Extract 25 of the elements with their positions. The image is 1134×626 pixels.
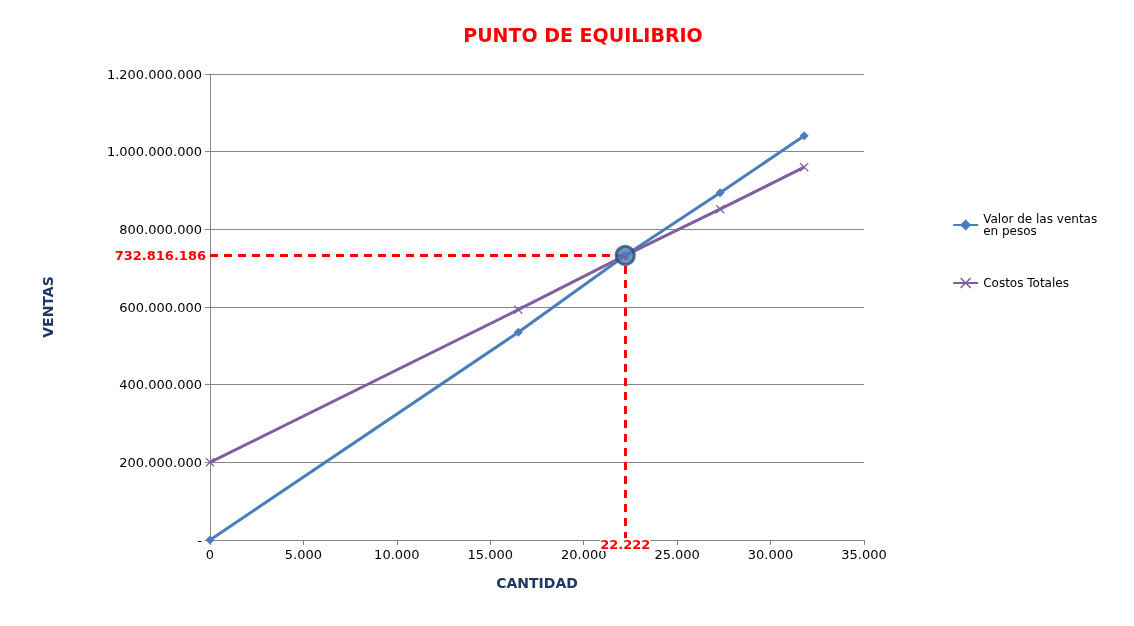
y-tick-label: 800.000.000 xyxy=(119,221,202,237)
x-axis-title: CANTIDAD xyxy=(496,575,578,591)
ref-line-label: 732.816.186 xyxy=(114,247,206,263)
x-tick-label: 5.000 xyxy=(284,547,323,562)
y-tick-label: 1.000.000.000 xyxy=(106,144,202,160)
point xyxy=(799,131,809,141)
x-tick-label: 30.000 xyxy=(747,547,794,562)
x-tick-label: 15.000 xyxy=(467,547,514,562)
x-tick-label: 25.000 xyxy=(654,547,700,562)
legend-label: Valor de las ventas en pesos xyxy=(983,212,1102,238)
y-tick-label: 600.000.000 xyxy=(119,299,202,315)
point xyxy=(614,244,636,266)
x-tick-label: 35.000 xyxy=(841,547,887,562)
point xyxy=(715,188,725,198)
y-tick-label: - xyxy=(197,532,203,548)
x-tick-label: 0 xyxy=(205,547,215,562)
legend-label: Costos Totales xyxy=(983,276,1069,290)
x-tick-label: 10.000 xyxy=(374,547,420,562)
chart-title: PUNTO DE EQUILIBRIO xyxy=(463,23,703,46)
y-tick-label: 400.000.000 xyxy=(119,377,202,393)
ref-line-label: 22.222 xyxy=(600,537,651,552)
y-axis-title: VENTAS xyxy=(40,276,56,338)
point xyxy=(513,327,523,337)
y-tick-label: 1.200.000.000 xyxy=(106,66,202,82)
y-tick-label: 200.000.000 xyxy=(119,454,202,470)
